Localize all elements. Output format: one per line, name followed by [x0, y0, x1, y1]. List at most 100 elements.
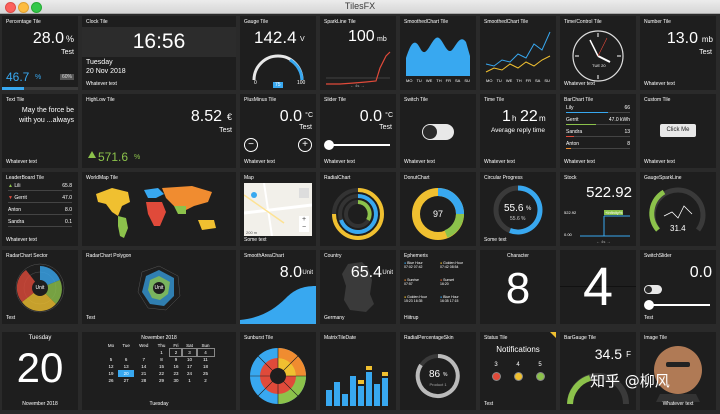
- leader-value: 47.0: [62, 195, 72, 201]
- zoom-window-button[interactable]: [31, 2, 42, 13]
- slider-track[interactable]: [326, 144, 390, 146]
- bargauge-tile: BarGauge Tile 34.5 F: [560, 332, 636, 410]
- tile-title: SparkLine Tile: [324, 19, 356, 25]
- calendar-day[interactable]: 16: [173, 364, 179, 369]
- axis-label: MO: [406, 78, 413, 83]
- gauge-max: 100: [297, 80, 306, 86]
- slider-thumb[interactable]: [324, 140, 334, 150]
- ephemeris-right-column: ● Golden Hour 07:42 08:54 ● Sunset 16:20 ●…: [440, 261, 474, 311]
- character-tile: Character 8: [480, 250, 556, 324]
- smooth-area-chart-tile: SmoothAreaChart 8.0 Unit: [240, 250, 316, 324]
- calendar-day[interactable]: 11: [203, 357, 208, 362]
- status-indicator: [491, 372, 501, 381]
- calendar-day[interactable]: 7: [142, 357, 146, 362]
- smooth-area-chart: [240, 286, 316, 324]
- calendar-day[interactable]: 8: [160, 357, 163, 362]
- stock-tile: Stock 522.92 522.92 0.00 +Infinity% ← 4s…: [560, 172, 636, 246]
- bar-track: [566, 136, 630, 137]
- calendar-day[interactable]: 2: [168, 348, 184, 357]
- circular-value: 55.6: [504, 203, 524, 214]
- bar-name: Lily: [566, 105, 574, 111]
- click-me-button[interactable]: Click Me: [660, 124, 696, 137]
- tile-footer: Some text: [484, 237, 507, 243]
- zoom-controls[interactable]: + −: [299, 216, 309, 232]
- smoothed-line-chart: [485, 31, 551, 73]
- toggle-knob[interactable]: [423, 125, 437, 139]
- layers-icon[interactable]: [299, 188, 309, 198]
- tile-title: Number Tile: [644, 19, 671, 25]
- sunburst-chart: [250, 348, 306, 404]
- window-titlebar: TilesFX: [0, 0, 720, 14]
- slider-unit: °C: [385, 112, 393, 119]
- tile-footer: Whatever text: [6, 159, 37, 165]
- ephemeris-name: Golden Hour: [443, 261, 463, 265]
- minus-button[interactable]: −: [244, 138, 258, 152]
- calendar-day[interactable]: 17: [187, 364, 193, 369]
- tile-title: Percentage Tile: [6, 19, 41, 25]
- plus-button[interactable]: +: [298, 138, 312, 152]
- calendar-day[interactable]: 29: [159, 378, 165, 383]
- status-items: 3 4 5: [486, 362, 550, 396]
- watermark-text: 知乎 @柳风: [590, 372, 670, 390]
- tile-title: BarGauge Tile: [564, 335, 596, 341]
- calendar-day[interactable]: 1: [160, 350, 163, 355]
- toggle-knob[interactable]: [645, 286, 652, 293]
- calendar-day[interactable]: 2: [204, 378, 207, 383]
- switchslider-toggle[interactable]: [644, 285, 662, 294]
- bar-name: Sandra: [566, 129, 583, 135]
- smootharea-unit: Unit: [302, 270, 313, 276]
- smoothed1-labels: MO TU WE TH FR SA SU: [406, 78, 470, 83]
- tile-footer: Whatever text: [644, 159, 675, 165]
- custom-tile: Custom Tile Click Me Whatever text: [640, 94, 716, 168]
- calendar-day[interactable]: 27: [123, 378, 129, 383]
- clock-time-band: [82, 27, 236, 57]
- weekday-header: Thu: [157, 343, 166, 348]
- slider-tile: Slider Tile 0.0 °C Test Whatever text: [320, 94, 396, 168]
- calendar-day[interactable]: 12: [108, 364, 114, 369]
- close-window-button[interactable]: [5, 2, 16, 13]
- status-header: Notifications: [496, 345, 540, 354]
- bar-value: 66: [624, 105, 630, 111]
- minimize-window-button[interactable]: [18, 2, 29, 13]
- calendar-day[interactable]: 6: [124, 357, 128, 362]
- toggle-switch[interactable]: [422, 124, 454, 140]
- window-title: TilesFX: [344, 1, 376, 11]
- switchslider-track[interactable]: [646, 304, 710, 306]
- map-view[interactable]: + − 200 m: [244, 183, 312, 236]
- calendar-day[interactable]: 1: [188, 378, 191, 383]
- calendar-day[interactable]: 18: [202, 364, 208, 369]
- calendar-day[interactable]: 26: [108, 378, 114, 383]
- calendar-day[interactable]: 15: [159, 364, 165, 369]
- calendar-day[interactable]: 14: [141, 364, 147, 369]
- calendar-day[interactable]: 19: [108, 371, 114, 376]
- calendar-day[interactable]: 13: [123, 364, 129, 369]
- highlow-delta-unit: %: [134, 154, 141, 161]
- calendar-day[interactable]: 24: [187, 371, 193, 376]
- calendar-day[interactable]: 25: [202, 371, 208, 376]
- ephemeris-item: ● Sunset 16:20: [440, 278, 474, 295]
- calendar-day[interactable]: 20: [118, 370, 135, 377]
- bar-fill: [566, 112, 609, 113]
- calendar-day[interactable]: 3: [181, 348, 198, 357]
- stock-line: [580, 215, 630, 237]
- switchslider-thumb[interactable]: [644, 300, 654, 310]
- calendar-day[interactable]: 4: [195, 348, 216, 357]
- tile-title: GaugeSparkLine: [644, 175, 682, 181]
- calendar-day[interactable]: 28: [141, 378, 147, 383]
- leader-row: Sandra 0.1: [8, 219, 72, 227]
- rank-up-icon: ▲: [8, 183, 13, 189]
- tile-title: Tuesday: [28, 335, 52, 341]
- percentage-value: 28.0: [32, 30, 64, 47]
- calendar-day[interactable]: 21: [141, 371, 147, 376]
- calendar-day[interactable]: 30: [173, 378, 179, 383]
- bar-track: [566, 124, 630, 125]
- smootharea-value: 8.0: [279, 264, 302, 281]
- calendar-day[interactable]: 23: [173, 371, 179, 376]
- calendar-day[interactable]: 5: [109, 357, 113, 362]
- calendar-day[interactable]: 9: [174, 357, 178, 362]
- ephemeris-left-column: ● Blue Hour 07:02 07:42 ● Sunrise 07:57 ● …: [404, 261, 438, 311]
- radial-chart: [332, 188, 384, 240]
- calendar-day[interactable]: 10: [187, 357, 193, 362]
- calendar-day[interactable]: 22: [159, 371, 165, 376]
